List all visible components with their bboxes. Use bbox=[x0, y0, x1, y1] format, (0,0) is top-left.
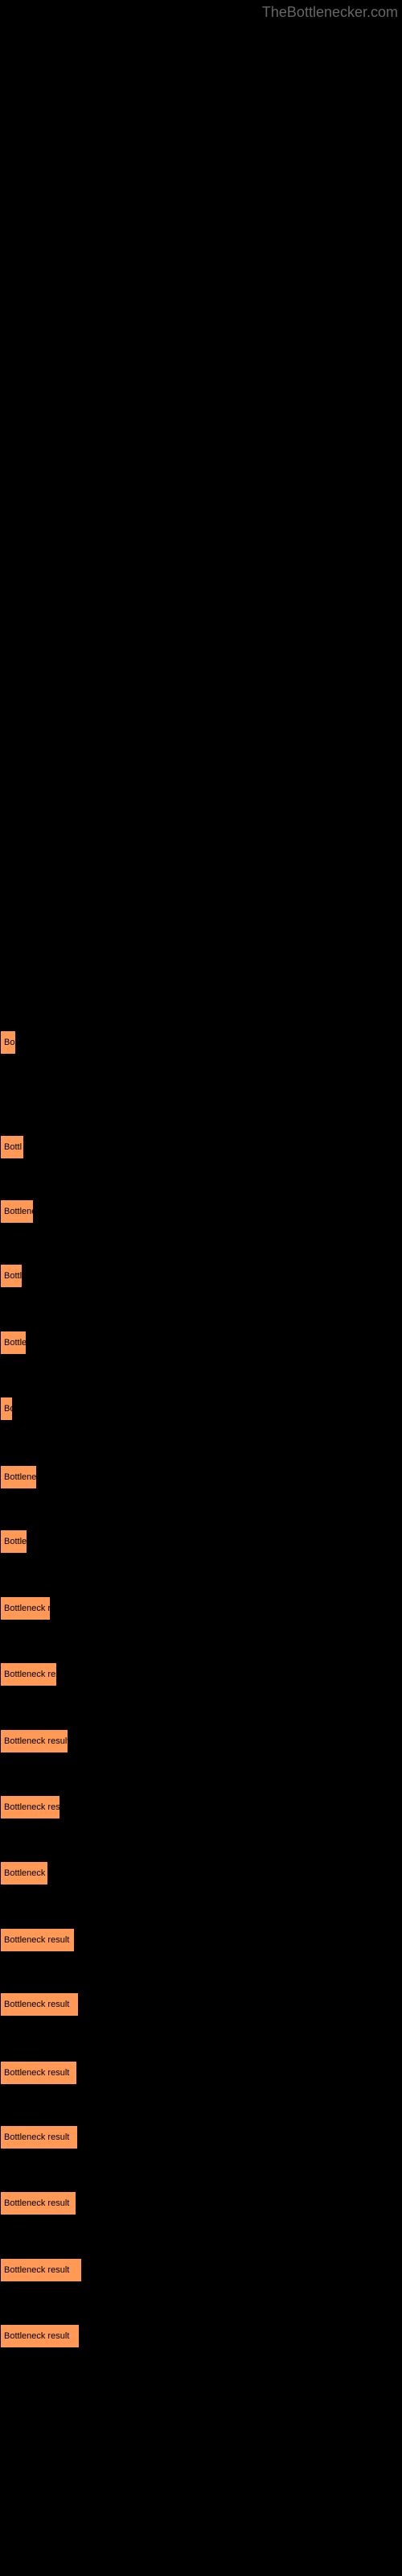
chart-bar: Bottleneck result bbox=[0, 1729, 68, 1753]
bar-row: Bottleneck res bbox=[0, 1662, 57, 1686]
bar-row: Bottleneck result bbox=[0, 2061, 77, 2085]
chart-bar: Bo bbox=[0, 1397, 13, 1421]
chart-bar: Bottle bbox=[0, 1530, 27, 1554]
bar-row: Bo bbox=[0, 1397, 13, 1421]
chart-bar: Bottleneck result bbox=[0, 2324, 80, 2348]
chart-bar: Bottleneck result bbox=[0, 2125, 78, 2149]
bar-row: Bottleneck re bbox=[0, 1596, 51, 1620]
bar-row: Bottleneck resu bbox=[0, 1795, 60, 1819]
chart-bar: Bottler bbox=[0, 1331, 27, 1355]
chart-bar: Bottleneck res bbox=[0, 1662, 57, 1686]
bar-row: Bottl bbox=[0, 1135, 24, 1159]
chart-bar: Bottleneo bbox=[0, 1465, 37, 1489]
chart-bar: Bottl bbox=[0, 1264, 23, 1288]
bar-row: Bottleneck result bbox=[0, 2324, 80, 2348]
watermark-text: TheBottlenecker.com bbox=[262, 4, 398, 21]
bar-row: Bottler bbox=[0, 1331, 27, 1355]
bar-row: Bottleneck result bbox=[0, 1729, 68, 1753]
bar-row: Bo bbox=[0, 1030, 16, 1055]
bar-row: Bottleneck result bbox=[0, 1992, 79, 2017]
bar-row: Bottleneo bbox=[0, 1465, 37, 1489]
chart-bar: Bottleneck result bbox=[0, 2061, 77, 2085]
chart-bar: Bottleneck result bbox=[0, 2258, 82, 2282]
chart-bar: Bottleneck result bbox=[0, 1992, 79, 2017]
chart-bar: Bottleneck result bbox=[0, 1928, 75, 1952]
bar-row: Bottl bbox=[0, 1264, 23, 1288]
chart-bar: Bo bbox=[0, 1030, 16, 1055]
chart-bar: Bottl bbox=[0, 1135, 24, 1159]
bar-row: Bottleneck result bbox=[0, 2191, 76, 2215]
chart-bar: Bottleneck re bbox=[0, 1596, 51, 1620]
bar-row: Bottleneck result bbox=[0, 1928, 75, 1952]
chart-bar: Bottleneck r bbox=[0, 1861, 48, 1885]
bar-row: Bottleneck result bbox=[0, 2258, 82, 2282]
bar-row: Bottlene bbox=[0, 1199, 34, 1224]
chart-bar: Bottleneck result bbox=[0, 2191, 76, 2215]
bar-row: Bottle bbox=[0, 1530, 27, 1554]
chart-bar: Bottleneck resu bbox=[0, 1795, 60, 1819]
chart-bar: Bottlene bbox=[0, 1199, 34, 1224]
bar-row: Bottleneck result bbox=[0, 2125, 78, 2149]
bar-row: Bottleneck r bbox=[0, 1861, 48, 1885]
